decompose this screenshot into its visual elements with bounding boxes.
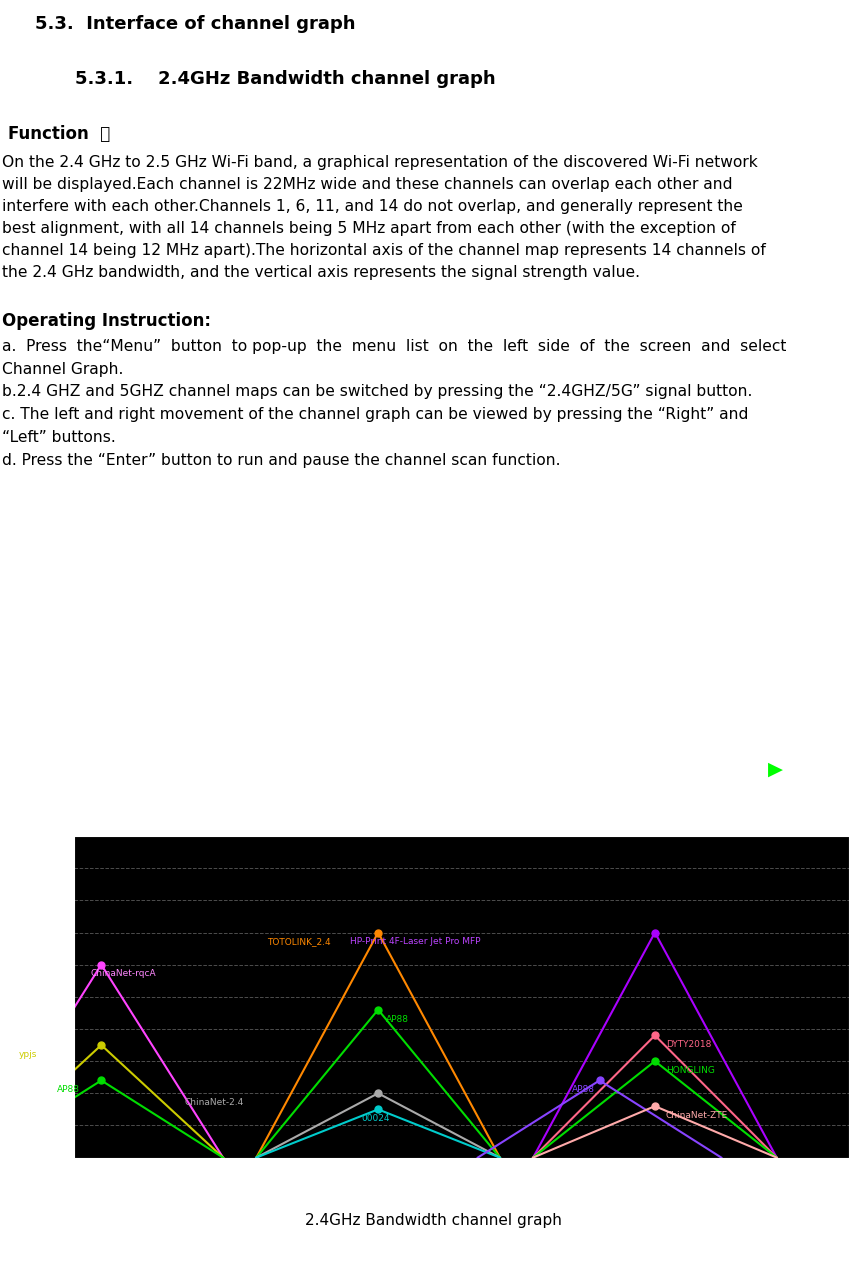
- Text: Function  ：: Function ：: [8, 125, 110, 142]
- Text: TOTOLINK_2.4: TOTOLINK_2.4: [268, 937, 331, 946]
- Text: DYTY2018: DYTY2018: [666, 1040, 711, 1049]
- Text: d. Press the “Enter” button to run and pause the channel scan function.: d. Press the “Enter” button to run and p…: [2, 454, 560, 468]
- Text: HONGLING: HONGLING: [666, 1066, 714, 1074]
- Text: 5.3.1.    2.4GHz Bandwidth channel graph: 5.3.1. 2.4GHz Bandwidth channel graph: [75, 69, 495, 88]
- Text: Channel Graph.: Channel Graph.: [2, 362, 123, 377]
- Text: On the 2.4 GHz to 2.5 GHz Wi-Fi band, a graphical representation of the discover: On the 2.4 GHz to 2.5 GHz Wi-Fi band, a …: [2, 155, 758, 170]
- Text: ChinaNet-2.4: ChinaNet-2.4: [184, 1098, 243, 1107]
- FancyBboxPatch shape: [811, 778, 822, 791]
- Text: ChinaNet-rqcA: ChinaNet-rqcA: [90, 970, 156, 979]
- Text: the 2.4 GHz bandwidth, and the vertical axis represents the signal strength valu: the 2.4 GHz bandwidth, and the vertical …: [2, 265, 640, 280]
- Text: 5G Hz: 5G Hz: [49, 807, 104, 825]
- Text: AP88: AP88: [386, 1015, 410, 1024]
- Text: “Left” buttons.: “Left” buttons.: [2, 430, 116, 445]
- Text: 2.4G Hz: 2.4G Hz: [123, 807, 196, 825]
- FancyBboxPatch shape: [797, 778, 807, 791]
- Text: b.2.4 GHZ and 5GHZ channel maps can be switched by pressing the “2.4GHZ/5G” sign: b.2.4 GHZ and 5GHZ channel maps can be s…: [2, 385, 753, 400]
- Text: channel 14 being 12 MHz apart).The horizontal axis of the channel map represents: channel 14 being 12 MHz apart).The horiz…: [2, 242, 766, 257]
- Text: 2.4GHz Bandwidth channel graph: 2.4GHz Bandwidth channel graph: [305, 1213, 561, 1227]
- FancyBboxPatch shape: [840, 779, 847, 789]
- Text: AP88: AP88: [57, 1086, 80, 1095]
- Text: Operating Instruction:: Operating Instruction:: [2, 311, 211, 329]
- Text: ypjs: ypjs: [18, 1050, 36, 1059]
- Text: 5.3.  Interface of channel graph: 5.3. Interface of channel graph: [35, 15, 356, 33]
- Text: c. The left and right movement of the channel graph can be viewed by pressing th: c. The left and right movement of the ch…: [2, 407, 748, 422]
- Text: ▶: ▶: [768, 759, 783, 778]
- X-axis label: Wifi Channels: Wifi Channels: [418, 1182, 504, 1195]
- Text: best alignment, with all 14 channels being 5 MHz apart from each other (with the: best alignment, with all 14 channels bei…: [2, 221, 736, 236]
- Text: interfere with each other.Channels 1, 6, 11, and 14 do not overlap, and generall: interfere with each other.Channels 1, 6,…: [2, 199, 743, 213]
- Text: HP-Print 4F-Laser Jet Pro MFP: HP-Print 4F-Laser Jet Pro MFP: [351, 937, 481, 946]
- Text: a.  Press  the“Menu”  button  to pop-up  the  menu  list  on  the  left  side  o: a. Press the“Menu” button to pop-up the …: [2, 338, 786, 353]
- Text: Channel graph: Channel graph: [28, 759, 188, 778]
- Text: 00024: 00024: [361, 1115, 390, 1124]
- Text: AP88: AP88: [572, 1086, 595, 1095]
- Y-axis label: Signal Strength [dBm]: Signal Strength [dBm]: [27, 934, 36, 1059]
- Text: will be displayed.Each channel is 22MHz wide and these channels can overlap each: will be displayed.Each channel is 22MHz …: [2, 177, 733, 192]
- Text: ChinaNet-ZTE: ChinaNet-ZTE: [666, 1111, 728, 1120]
- FancyBboxPatch shape: [826, 778, 837, 791]
